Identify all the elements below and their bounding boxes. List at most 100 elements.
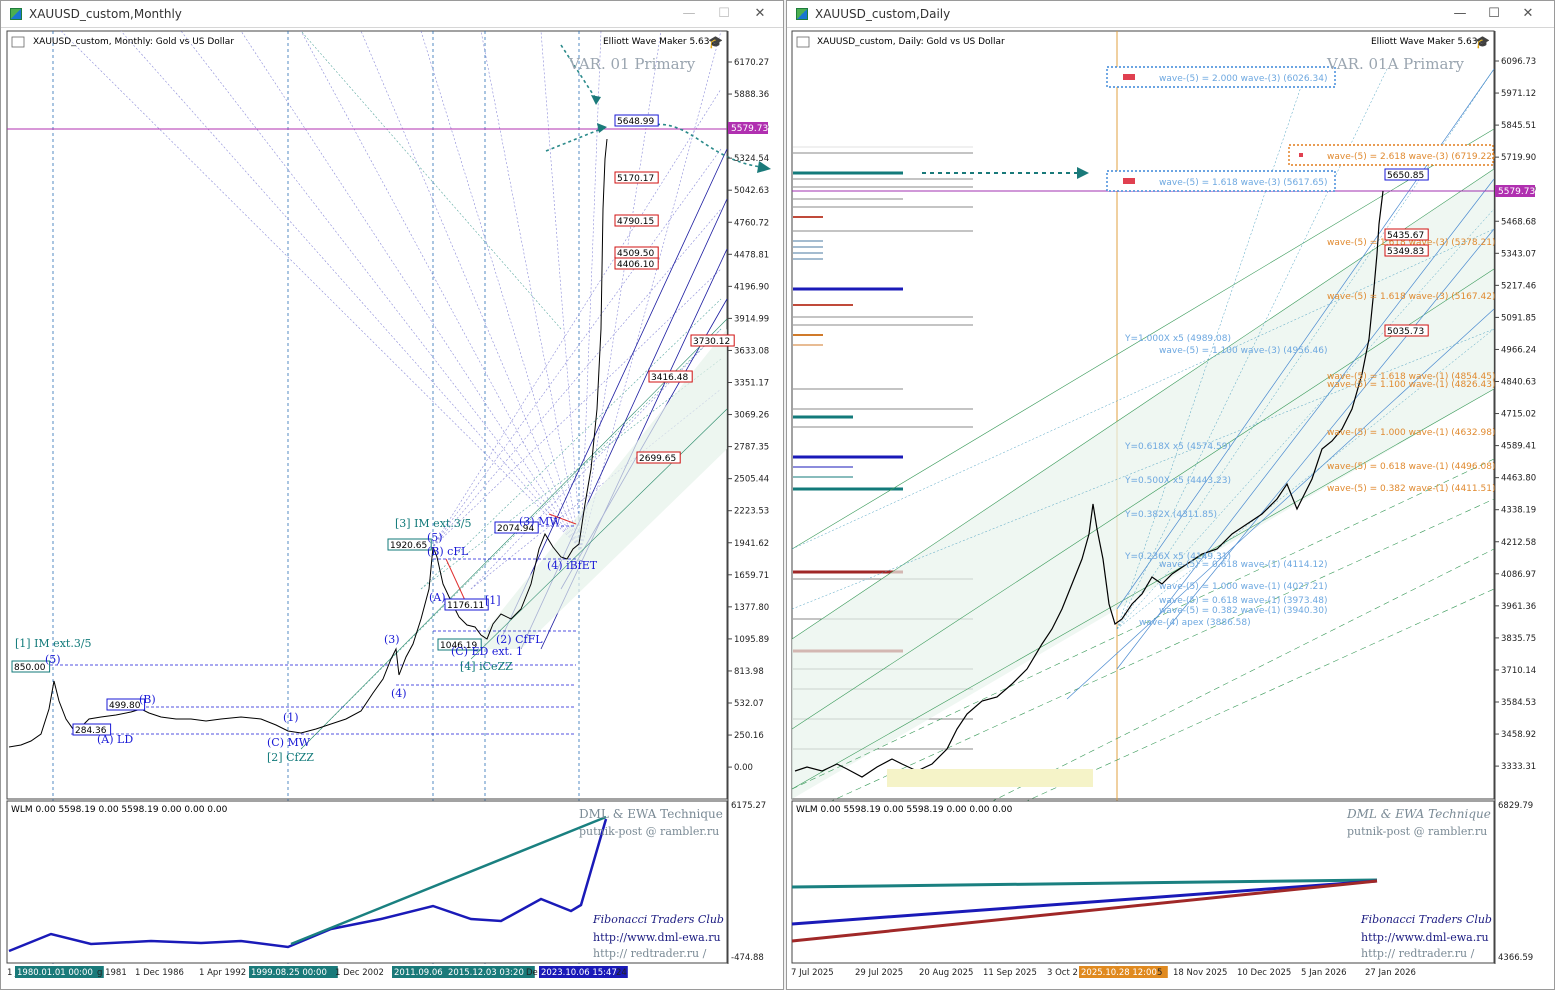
level-box xyxy=(636,451,681,464)
time-tick-label: 5 xyxy=(1157,968,1162,978)
monthly-chart-window[interactable]: XAUUSD_custom,Monthly — ☐ ✕ xyxy=(0,0,784,990)
time-highlight xyxy=(539,966,628,978)
title-bar[interactable]: XAUUSD_custom,Daily — ☐ ✕ xyxy=(787,1,1554,28)
level-value: 2074.94 xyxy=(497,524,534,534)
wave-label: (A) xyxy=(429,591,446,604)
level-value: 5035.73 xyxy=(1387,327,1424,337)
fib-label: wave-(5) = 0.618 wave-(1) (4114.12) xyxy=(1159,560,1327,570)
price-tick-label: 4196.90 xyxy=(734,282,769,292)
fib-label: Y=1.000X x5 (4989.08) xyxy=(1124,334,1231,344)
indicator-pane[interactable] xyxy=(6,800,728,964)
minimize-button[interactable]: — xyxy=(682,6,696,21)
maximize-button[interactable]: ☐ xyxy=(718,6,730,21)
fib-label: wave-(5) = 1.618 wave-(3) (5167.42) xyxy=(1327,292,1495,302)
plugin-name: Elliott Wave Maker 5.63 xyxy=(1371,37,1477,47)
current-price-box xyxy=(1495,185,1535,197)
watermark-site2: http:// redtrader.ru / xyxy=(593,947,707,960)
fib-fan-lines xyxy=(791,68,1495,630)
level-box xyxy=(1384,168,1429,181)
target-box-2000[interactable] xyxy=(1106,66,1336,88)
close-button[interactable]: ✕ xyxy=(1522,6,1534,21)
price-tick-label: 3584.53 xyxy=(1501,698,1536,708)
time-tick-label: 29 Jul 2025 xyxy=(855,968,903,978)
level-box xyxy=(614,257,659,270)
watermark-technique: DML & EWA Technique xyxy=(1346,807,1491,821)
price-tick-label: 5971.12 xyxy=(1501,89,1536,99)
wave-label: [2] CfZZ xyxy=(267,751,314,764)
level-lines xyxy=(15,525,576,735)
level-box xyxy=(387,538,432,551)
time-highlight xyxy=(1079,966,1168,978)
fib-label: wave-(5) = 0.618 wave-(1) (3973.48) xyxy=(1159,596,1327,606)
target-marker xyxy=(1123,74,1135,80)
wave-label: (3) xyxy=(384,633,400,646)
target-box-1618[interactable] xyxy=(1106,170,1336,192)
time-tick-label: 2011.09.06 xyxy=(394,968,443,978)
variant-watermark: VAR. 01A Primary xyxy=(1326,55,1465,73)
highlight-band xyxy=(887,769,1093,787)
channel-teal xyxy=(300,318,728,750)
wave-label: (4) iBfET xyxy=(547,559,598,572)
time-tick-label: g 1981 xyxy=(97,968,127,978)
price-tick-label: 5468.68 xyxy=(1501,217,1536,227)
arrow-head-icon xyxy=(597,123,607,133)
level-box xyxy=(614,171,659,184)
price-tick-label: 4086.97 xyxy=(1501,570,1536,580)
target-box-2618[interactable] xyxy=(1288,144,1494,166)
time-tick-label: 1 Apr 1992 xyxy=(199,968,246,978)
maximize-button[interactable]: ☐ xyxy=(1488,6,1500,21)
watermark-technique: DML & EWA Technique xyxy=(579,807,723,821)
time-tick-label: 1 Dec 1986 xyxy=(135,968,184,978)
time-tick-label: 18 Nov 2025 xyxy=(1173,968,1227,978)
price-tick-label: 1377.80 xyxy=(734,603,769,613)
daily-chart-window[interactable]: XAUUSD_custom,Daily — ☐ ✕ xyxy=(786,0,1555,990)
close-button[interactable]: ✕ xyxy=(754,6,766,21)
current-price-label: 5579.73 xyxy=(1498,187,1535,197)
monthly-chart-canvas[interactable]: 6170.275888.365606.455324.545042.634760.… xyxy=(1,29,784,990)
title-bar[interactable]: XAUUSD_custom,Monthly — ☐ ✕ xyxy=(1,1,783,28)
level-value: 5435.67 xyxy=(1387,231,1424,241)
level-value: 5650.85 xyxy=(1387,171,1424,181)
chart-info: XAUUSD_custom, Daily: Gold vs US Dollar xyxy=(817,37,1005,47)
time-tick-label: 7 Jul 2025 xyxy=(791,968,834,978)
minimize-button[interactable]: — xyxy=(1453,6,1467,21)
time-tick-label: 24 xyxy=(616,968,627,978)
plugin-name: Elliott Wave Maker 5.63 xyxy=(603,37,709,47)
price-tick-label: 5042.63 xyxy=(734,186,769,196)
price-tick-label: 3961.36 xyxy=(1501,602,1536,612)
graduation-cap-icon[interactable]: 🎓 xyxy=(1475,35,1490,49)
watermark-email: putnik-post @ rambler.ru xyxy=(579,825,719,838)
time-tick-label: 10 Dec 2025 xyxy=(1237,968,1291,978)
level-box xyxy=(1384,228,1429,241)
price-tick-label: 3633.08 xyxy=(734,346,769,356)
price-tick-label: 5845.51 xyxy=(1501,121,1536,131)
price-tick-label: 3333.31 xyxy=(1501,762,1536,772)
price-tick-label: 4760.72 xyxy=(734,218,769,228)
daily-chart-canvas[interactable]: wave-(5) = 2.000 wave-(3) (6026.34) wave… xyxy=(787,29,1555,990)
main-pane[interactable] xyxy=(6,30,728,800)
time-axis[interactable]: 7 Jul 2025 29 Jul 2025 20 Aug 2025 11 Sep 2… xyxy=(791,966,1416,978)
graduation-cap-icon[interactable]: 🎓 xyxy=(708,35,723,49)
price-axis[interactable]: 6096.735971.125845.515719.905594.295468.… xyxy=(1495,57,1536,772)
level-box xyxy=(614,114,659,127)
price-tick-label: 6096.73 xyxy=(1501,57,1536,67)
fib-label: wave-(5) = 1.618 wave-(3) (5378.21) xyxy=(1327,238,1495,248)
level-box xyxy=(690,334,735,347)
indicator-axis-top: 6829.79 xyxy=(1498,801,1533,811)
watermark-email: putnik-post @ rambler.ru xyxy=(1347,825,1487,838)
fib-label: wave-(5) = 1.000 wave-(1) (4027.21) xyxy=(1159,582,1327,592)
chart-menu-icon[interactable] xyxy=(11,36,25,48)
level-box xyxy=(11,660,51,673)
wave-label: (B) xyxy=(139,693,156,706)
variant-watermark: VAR. 01 Primary xyxy=(568,55,696,73)
target-label-2000: wave-(5) = 2.000 wave-(3) (6026.34) xyxy=(1159,74,1327,84)
price-axis[interactable]: 6170.275888.365606.455324.545042.634760.… xyxy=(728,58,769,773)
channel-fill xyxy=(792,169,1494,799)
price-tick-label: 3069.26 xyxy=(734,411,769,421)
time-tick-label: 3 Oct 2 xyxy=(1047,968,1078,978)
fib-fan-teal xyxy=(300,30,722,750)
time-tick-label: 2023.10.06 15:47 xyxy=(541,968,617,978)
chart-menu-icon[interactable] xyxy=(796,36,810,48)
price-tick-label: 4338.19 xyxy=(1501,506,1536,516)
